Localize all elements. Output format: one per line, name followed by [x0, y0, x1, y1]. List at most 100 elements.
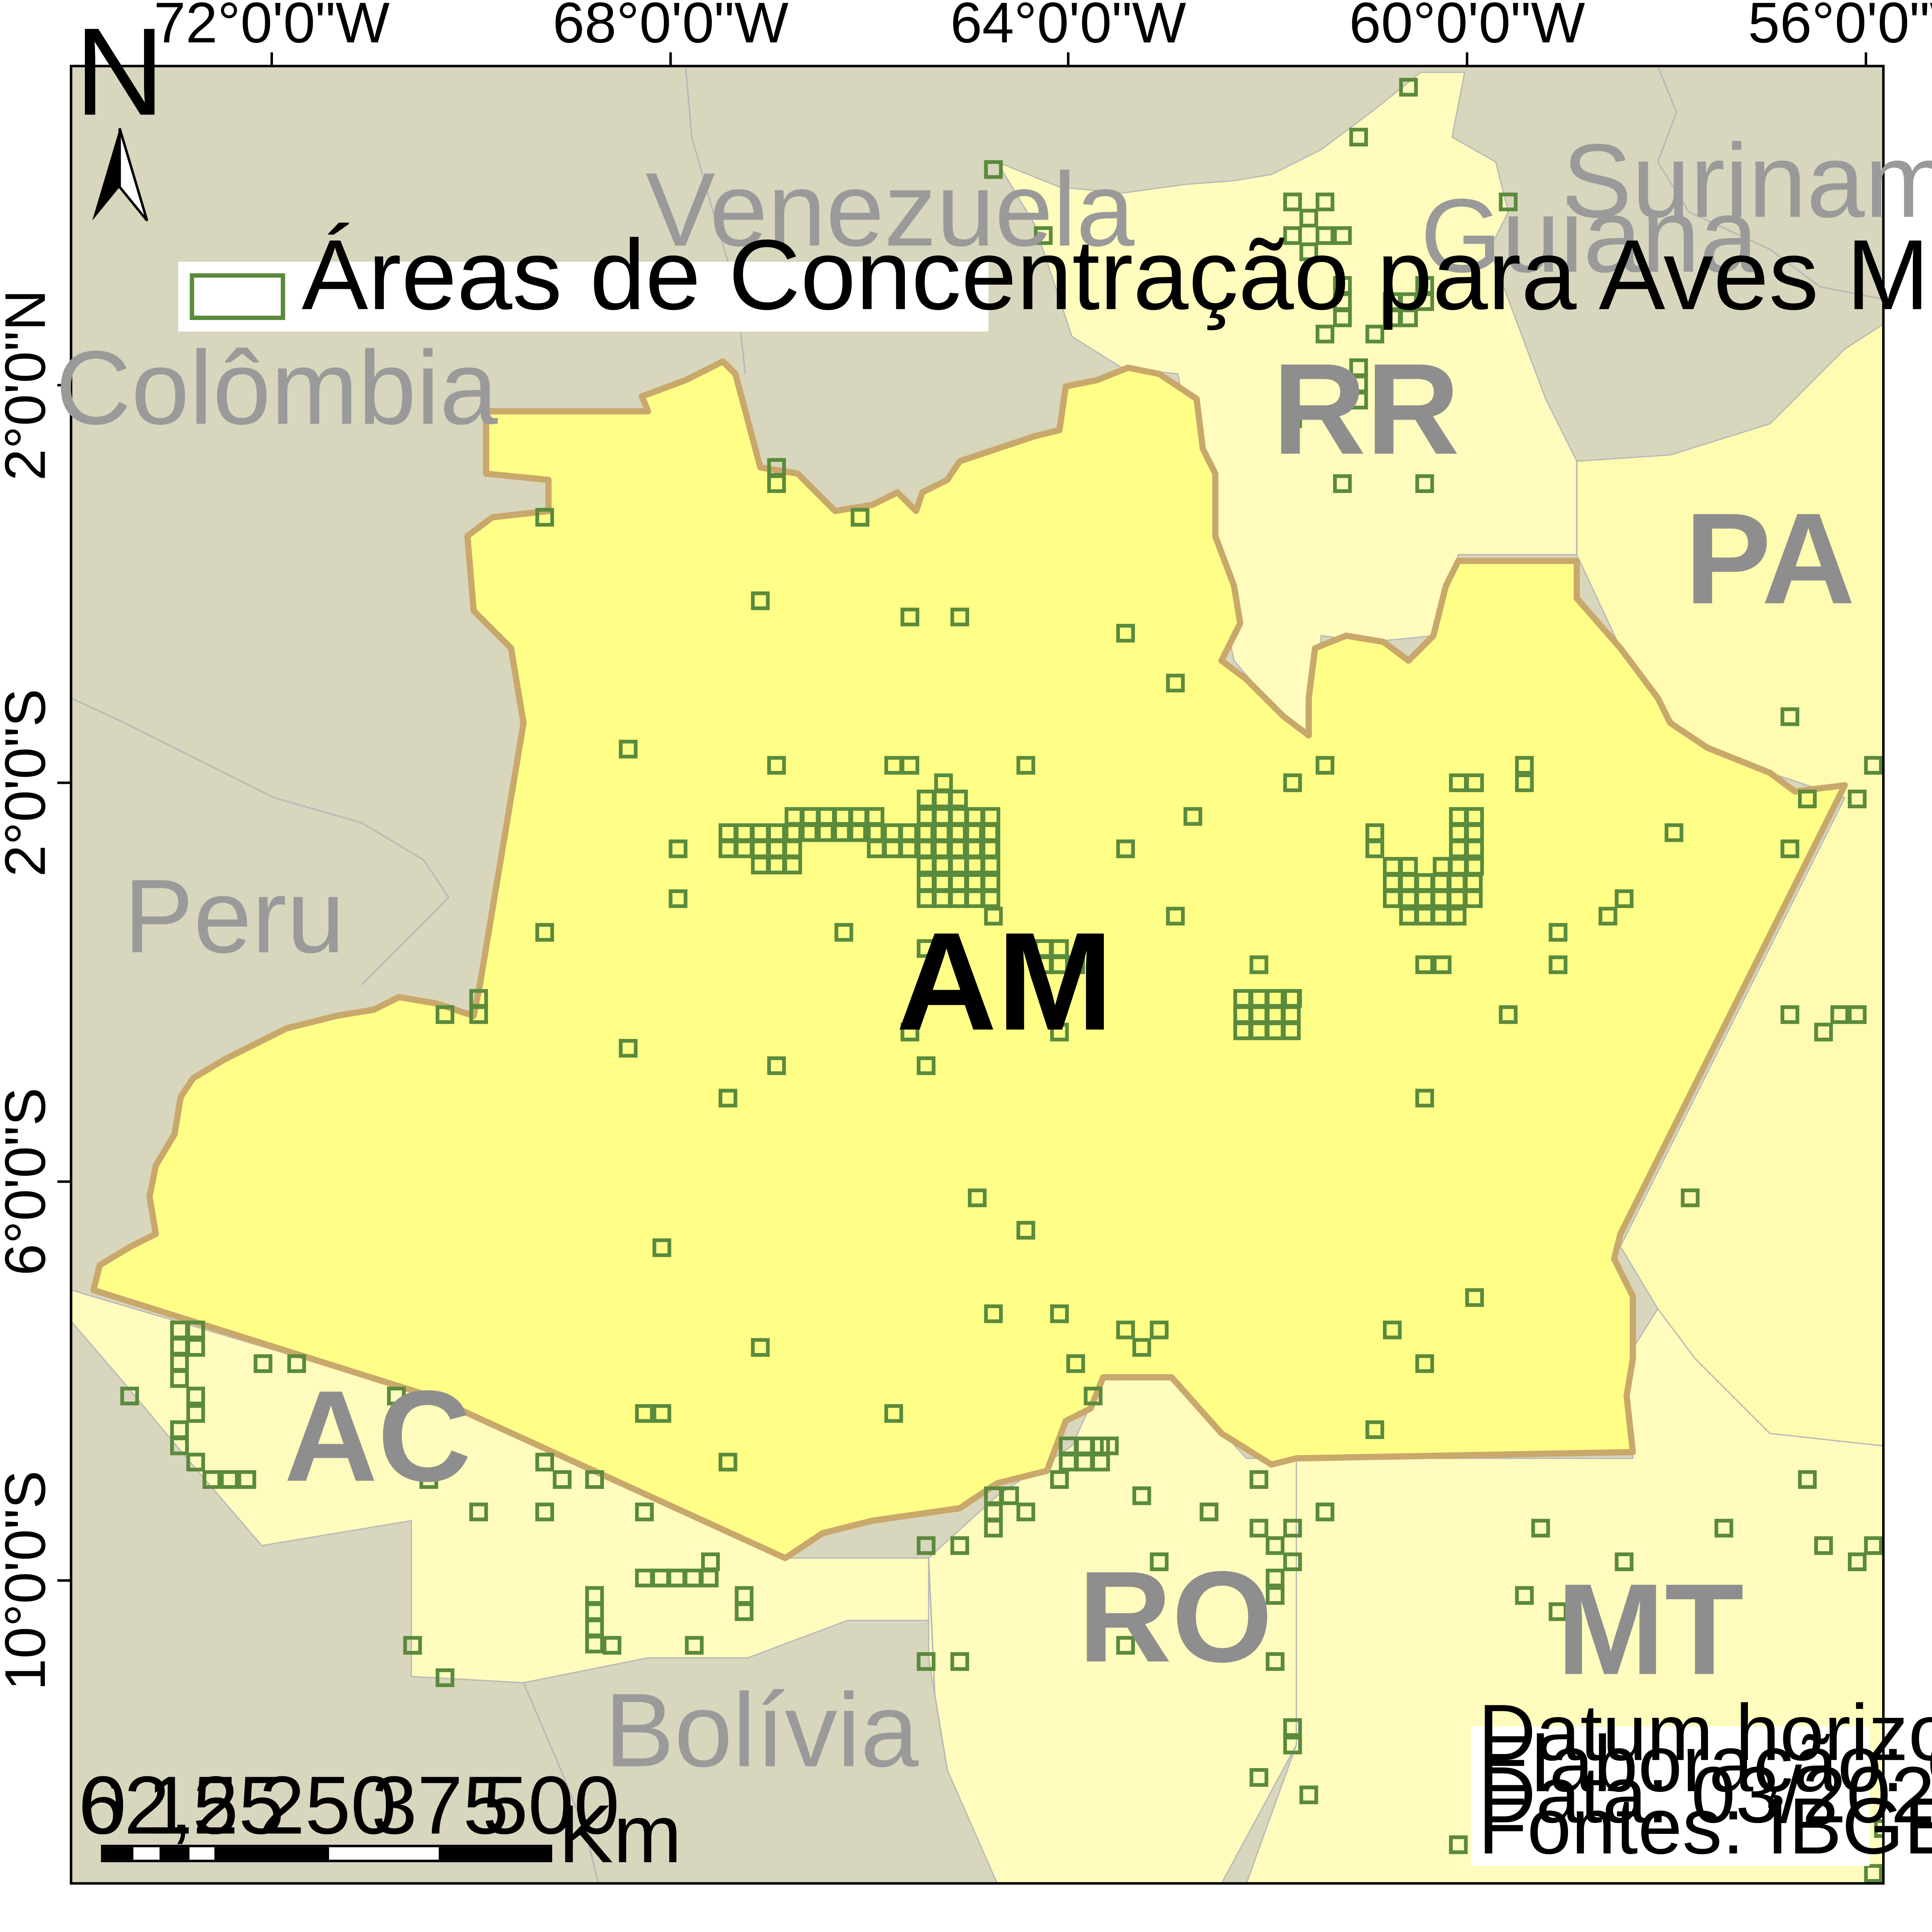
concentration-cell — [950, 607, 970, 626]
concentration-cell — [1864, 1536, 1883, 1555]
concentration-cell — [1265, 1652, 1284, 1671]
concentration-cell — [1016, 1221, 1035, 1240]
concentration-cell — [1034, 226, 1053, 245]
legend: Áreas de Concentração para Aves Migratór… — [178, 219, 1932, 332]
concentration-cell — [1415, 1089, 1434, 1108]
scale-label-250: 250 — [259, 1759, 397, 1851]
concentration-cell — [469, 1503, 488, 1522]
concentration-cell — [403, 1636, 422, 1655]
concentration-cell — [934, 773, 953, 792]
concentration-cell — [1116, 839, 1135, 859]
concentration-cell — [435, 1668, 454, 1687]
concentration-cell — [652, 1404, 671, 1423]
concentration-cell — [1432, 955, 1452, 974]
concentration-cell — [469, 989, 488, 1008]
lon-label-60w: 60°0'0"W — [1349, 0, 1585, 55]
legend-swatch — [190, 273, 285, 320]
concentration-cell — [535, 923, 554, 942]
concentration-cell — [685, 1636, 704, 1655]
concentration-cell — [1050, 1022, 1069, 1042]
label-ac: AC — [284, 1364, 472, 1508]
north-label: N — [75, 2, 165, 141]
concentration-cell — [237, 1470, 256, 1489]
concentration-cell — [652, 1238, 671, 1257]
concentration-cell — [1050, 1304, 1069, 1323]
concentration-cell — [1531, 1519, 1550, 1538]
scale-label-500: 500 — [482, 1759, 619, 1851]
label-ro: RO — [1078, 1544, 1272, 1689]
concentration-cell — [1315, 1503, 1334, 1522]
concentration-cell — [1333, 308, 1352, 327]
label-bolivia: Bolívia — [604, 1672, 919, 1788]
concentration-cell — [669, 839, 688, 859]
concentration-cell — [1050, 1470, 1069, 1489]
concentration-cell — [1016, 756, 1035, 775]
concentration-cell — [1781, 1005, 1800, 1024]
concentration-cell — [1249, 955, 1269, 974]
concentration-cell — [1499, 192, 1518, 211]
concentration-cell — [1615, 1552, 1634, 1571]
concentration-cell — [850, 508, 869, 527]
concentration-cell — [968, 1188, 987, 1207]
concentration-cell — [1465, 839, 1484, 859]
concentration-cell — [1066, 1354, 1085, 1373]
concentration-cell — [1415, 474, 1434, 493]
concentration-cell — [1781, 839, 1800, 859]
label-suriname: Suriname — [1562, 122, 1932, 239]
concentration-cell — [1465, 773, 1484, 792]
concentration-cell — [1283, 226, 1302, 245]
concentration-cell — [1166, 906, 1185, 926]
concentration-cell — [1449, 1835, 1468, 1854]
scale-unit: Km — [558, 1788, 682, 1880]
concentration-cell — [917, 1536, 936, 1555]
scale-label-62: 62,5 — [78, 1759, 238, 1851]
concentration-cell — [1864, 756, 1883, 775]
concentration-cell — [1714, 1519, 1733, 1538]
concentration-cell — [1415, 1354, 1434, 1373]
concentration-cell — [900, 1022, 919, 1042]
concentration-cell — [553, 1470, 572, 1489]
concentration-cell — [1515, 1586, 1534, 1605]
concentration-cell — [982, 855, 1001, 875]
concentration-cell — [1116, 1636, 1135, 1655]
concentration-cell — [1150, 1552, 1169, 1571]
concentration-cell — [718, 1089, 737, 1108]
concentration-cell — [1100, 1436, 1119, 1455]
concentration-cell — [1399, 78, 1418, 97]
concentration-cell — [767, 1056, 786, 1075]
concentration-cell — [984, 1304, 1003, 1323]
concentration-cell — [701, 1552, 720, 1571]
concentration-cell — [949, 790, 968, 809]
concentration-cell — [900, 607, 919, 626]
concentration-cell — [1265, 1586, 1284, 1605]
concentration-cell — [1349, 128, 1368, 147]
concentration-cell — [1665, 823, 1684, 842]
concentration-cell — [1383, 1320, 1402, 1339]
scale-bar: 0 62,5 125 250 375 500 Km — [78, 1759, 682, 1880]
concentration-cell — [1830, 1005, 1849, 1024]
concentration-cell — [1464, 889, 1483, 908]
lon-label-68w: 68°0'0"W — [553, 0, 788, 55]
concentration-cell — [1084, 1387, 1103, 1406]
concentration-cell — [287, 1354, 306, 1373]
scale-label-125: 125 — [147, 1759, 285, 1851]
country-borders — [71, 66, 1884, 1884]
graticule-ticks — [57, 52, 1867, 1582]
concentration-cell — [1283, 409, 1302, 428]
concentration-cell — [1465, 857, 1484, 876]
concentration-cell — [1283, 1552, 1302, 1571]
map-frame — [70, 65, 1885, 1885]
concentration-cell — [1848, 1005, 1867, 1024]
concentration-cell — [1848, 790, 1867, 809]
concentration-cell — [1448, 906, 1467, 926]
concentration-cell — [1315, 324, 1334, 343]
lat-label-2s: 2°0'0"S — [0, 689, 57, 877]
concentration-cell — [1116, 624, 1135, 643]
concentration-cell — [1864, 1864, 1883, 1883]
concentration-cell — [1249, 1519, 1269, 1538]
concentration-cell — [1265, 1568, 1284, 1587]
label-colombia: Colômbia — [56, 329, 499, 446]
concentration-cell — [1798, 1470, 1817, 1489]
concentration-cell — [718, 1453, 737, 1472]
